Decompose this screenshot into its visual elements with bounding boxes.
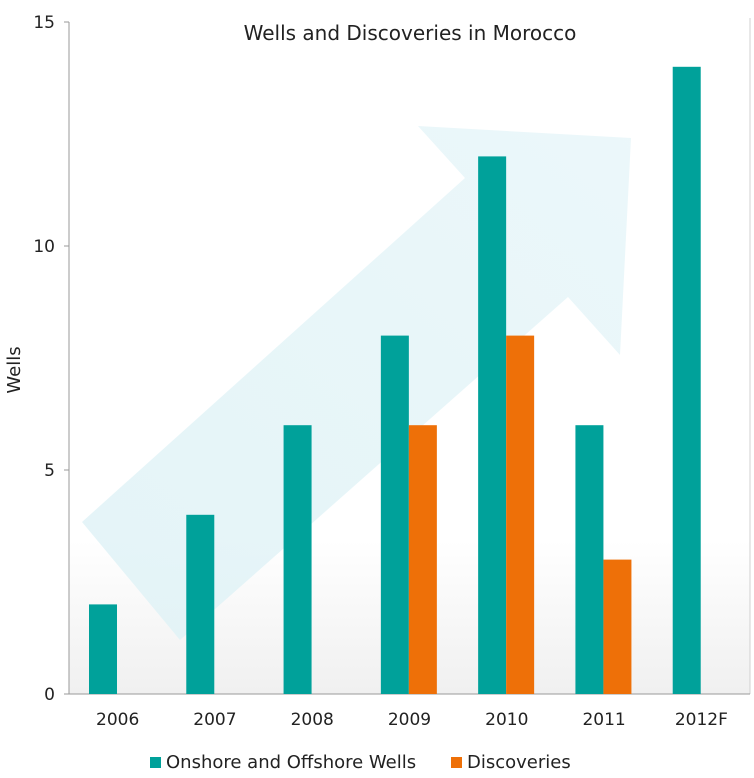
bar-wells-2009 bbox=[380, 335, 409, 694]
legend-label-wells: Onshore and Offshore Wells bbox=[166, 752, 416, 773]
x-tick-label: 2012F bbox=[675, 710, 728, 730]
bar-discoveries-2009 bbox=[408, 425, 437, 694]
x-tick-label: 2011 bbox=[582, 710, 625, 730]
bar-wells-2008 bbox=[283, 425, 312, 694]
y-tick-label: 0 bbox=[44, 685, 55, 705]
x-axis-ticks: 2006 2007 2008 2009 2010 2011 2012F bbox=[96, 710, 728, 730]
y-tick-label: 5 bbox=[44, 461, 55, 481]
bar-wells-2007 bbox=[186, 514, 215, 694]
x-tick-label: 2009 bbox=[388, 710, 431, 730]
legend-swatch-wells bbox=[150, 757, 161, 768]
legend: Onshore and Offshore Wells Discoveries bbox=[150, 752, 571, 773]
bar-wells-2006 bbox=[89, 604, 117, 694]
y-tick-label: 10 bbox=[33, 237, 55, 257]
y-tick-label: 15 bbox=[33, 13, 55, 33]
bar-wells-2010 bbox=[478, 156, 507, 694]
x-tick-label: 2006 bbox=[96, 710, 139, 730]
legend-swatch-discoveries bbox=[451, 757, 462, 768]
legend-label-discoveries: Discoveries bbox=[467, 752, 571, 773]
bar-discoveries-2010 bbox=[506, 335, 535, 694]
bar-wells-2011 bbox=[575, 425, 604, 694]
x-tick-label: 2010 bbox=[485, 710, 528, 730]
x-tick-label: 2007 bbox=[193, 710, 236, 730]
x-tick-label: 2008 bbox=[291, 710, 334, 730]
chart-title: Wells and Discoveries in Morocco bbox=[244, 21, 577, 45]
bar-wells-2012F bbox=[672, 66, 701, 695]
y-axis-ticks: 0 5 10 15 bbox=[33, 13, 69, 705]
bars bbox=[89, 66, 701, 695]
bar-discoveries-2011 bbox=[603, 559, 632, 694]
y-axis-title: Wells bbox=[4, 346, 25, 393]
